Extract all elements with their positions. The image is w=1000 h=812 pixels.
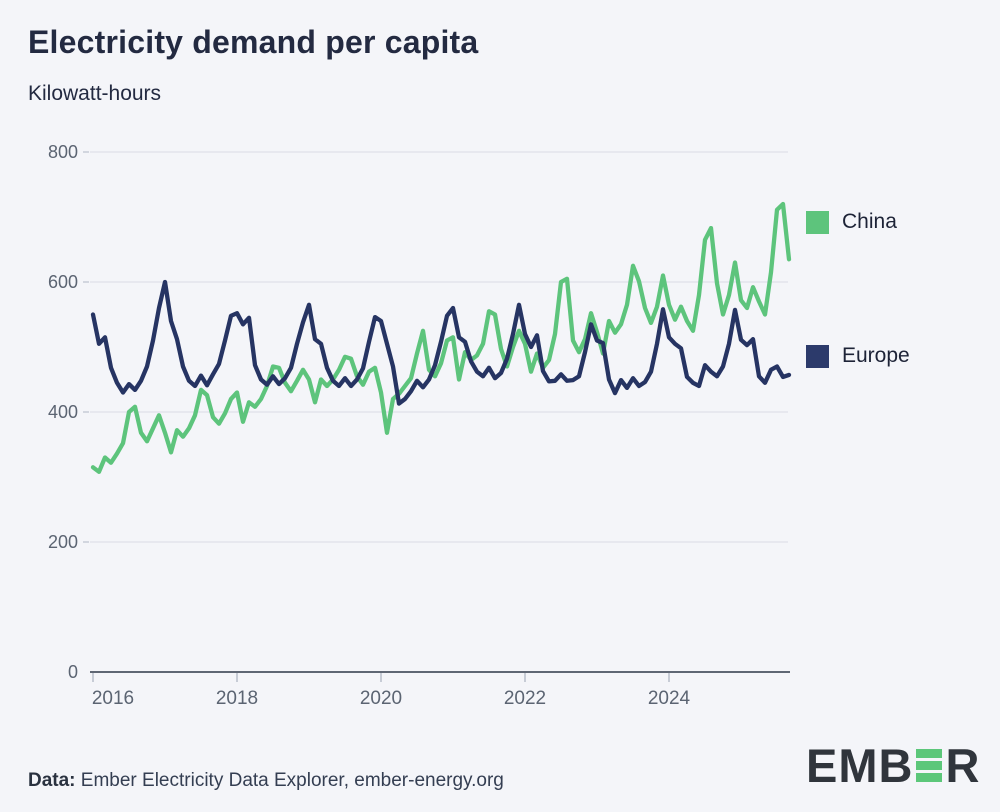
- legend-item-europe: Europe: [806, 344, 910, 368]
- x-tick-label-2018: 2018: [216, 688, 258, 709]
- y-tick-label-400: 400: [48, 402, 78, 422]
- y-tick-label-0: 0: [68, 662, 78, 682]
- china-line-series: [90, 201, 792, 474]
- ember-logo-letters-pre: EMB: [806, 739, 914, 792]
- data-source-text: Ember Electricity Data Explorer, ember-e…: [75, 770, 504, 791]
- page-subtitle: Kilowatt-hours: [28, 82, 162, 105]
- europe-line-series: [90, 279, 792, 406]
- data-source-note: Data: Ember Electricity Data Explorer, e…: [28, 770, 504, 792]
- ember-logo-letters-post: R: [945, 739, 981, 792]
- x-tick-label-2024: 2024: [648, 688, 691, 709]
- data-source-label: Data:: [28, 770, 76, 791]
- y-tick-label-600: 600: [48, 272, 78, 292]
- page-title: Electricity demand per capita: [28, 24, 479, 60]
- europe-legend-label: Europe: [842, 344, 910, 367]
- china-legend-swatch: [806, 210, 829, 234]
- ember-logo: EMB R: [806, 742, 980, 789]
- europe-legend-swatch: [806, 344, 829, 368]
- x-tick-label-2020: 2020: [360, 688, 402, 709]
- legend-item-china: China: [806, 210, 897, 234]
- x-tick-label-2022: 2022: [504, 688, 546, 709]
- y-tick-label-200: 200: [48, 532, 78, 552]
- x-tick-label-2016: 2016: [92, 688, 134, 709]
- y-tick-label-800: 800: [48, 142, 78, 162]
- line-chart: 0 200 400 600 800 2016 2018 2020 2022 2024: [48, 142, 792, 709]
- china-legend-label: China: [842, 210, 897, 233]
- ember-logo-green-e-icon: [916, 749, 943, 782]
